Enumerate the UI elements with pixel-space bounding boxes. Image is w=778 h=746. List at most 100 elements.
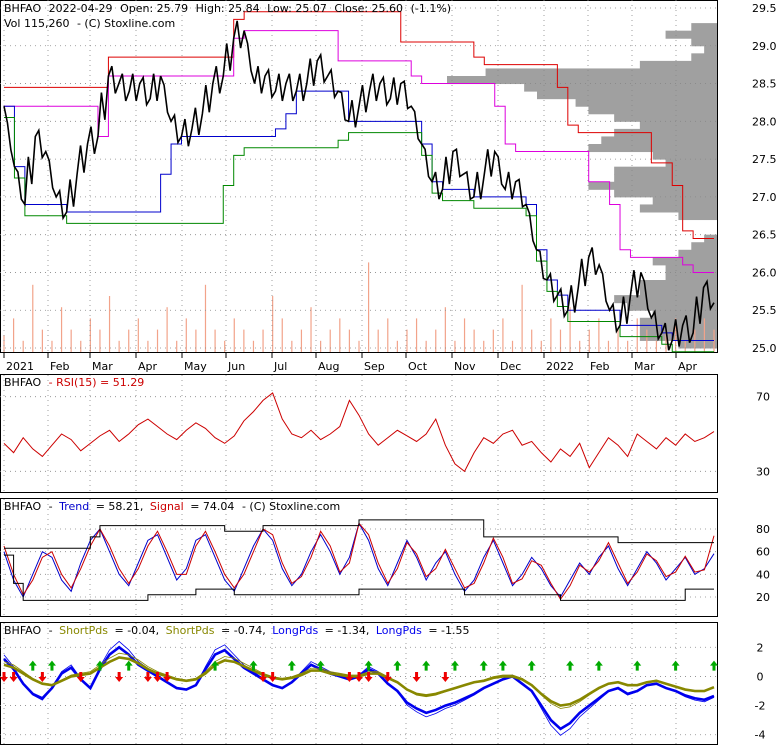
buy-arrow — [671, 660, 680, 671]
trend-y-tick-label: 60 — [756, 546, 770, 559]
buy-arrow — [710, 660, 718, 671]
volume-bar — [156, 329, 159, 352]
volume-bar — [108, 296, 111, 352]
volume-profile-bar — [575, 98, 717, 107]
sell-arrow — [143, 671, 152, 682]
signal-label: Signal — [150, 500, 184, 513]
volume-bar — [329, 329, 331, 352]
sell-arrow — [76, 671, 85, 682]
volume-bar — [339, 318, 341, 352]
volume-profile-bar — [614, 166, 717, 175]
volume-bar — [444, 307, 446, 352]
volume-bar — [540, 340, 542, 352]
volume-bar — [320, 340, 322, 352]
buy-arrow — [28, 660, 37, 671]
buy-arrow — [249, 660, 258, 671]
buy-arrow — [287, 660, 296, 671]
volume-bar — [569, 307, 571, 352]
x-tick-label: Apr — [138, 360, 158, 373]
sell-arrow — [0, 671, 8, 682]
volume-bar — [655, 340, 658, 352]
volume-bar — [166, 307, 168, 352]
x-tick-label: Feb — [50, 360, 69, 373]
sell-arrow — [38, 671, 47, 682]
volume-bar — [521, 284, 523, 352]
volume-bar — [176, 340, 178, 352]
price-low: Low: 25.07 — [267, 2, 327, 15]
x-tick-label: 2022 — [546, 360, 574, 373]
pds-symbol: BHFAO — [4, 624, 41, 637]
trend-panel-frame — [0, 498, 718, 617]
trend-symbol: BHFAO — [4, 500, 41, 513]
trend-lower-envelope — [4, 554, 714, 601]
rsi-panel: 70 30 — [0, 375, 770, 492]
sell-arrow — [163, 671, 172, 682]
volume-bar — [531, 329, 533, 352]
volume-bar — [435, 329, 437, 352]
volume-profile-bar — [588, 181, 717, 190]
pds-y-tick-label: -4 — [755, 729, 766, 742]
x-tick-label: Apr — [678, 360, 698, 373]
volume-bar — [128, 329, 130, 352]
volume-profile-bar — [691, 23, 717, 32]
volume-profile-bar — [678, 212, 717, 221]
volume-bar — [396, 340, 398, 352]
volume-bar — [348, 329, 351, 352]
volume-bar — [473, 329, 475, 352]
volume-bar — [272, 296, 274, 352]
price-panel: 29.5 29.0 28.5 28.0 27.5 27.0 26.5 26.0 25.5 25.0… — [0, 0, 777, 373]
volume-profile-bar — [691, 38, 717, 47]
sell-arrow — [345, 671, 354, 682]
volume-profile-bar — [614, 189, 717, 198]
x-tick-label: Jun — [227, 360, 245, 373]
sell-arrow — [412, 671, 421, 682]
volume-bar — [262, 329, 264, 352]
rsi-y-tick-label: 30 — [756, 465, 770, 478]
x-tick-label: Jul — [273, 360, 287, 373]
buy-arrow — [594, 660, 603, 671]
rsi-panel-frame — [0, 374, 718, 493]
volume-profile-bar — [614, 128, 717, 137]
volume-profile-bar — [524, 83, 717, 92]
trend-label: Trend — [58, 500, 89, 513]
short2-value: = -0.74, — [221, 624, 266, 637]
trend-panel: 80 60 40 20 — [0, 499, 770, 616]
buy-arrow — [422, 660, 431, 671]
volume-profile-bar — [691, 53, 717, 62]
x-tick-label: 2021 — [6, 360, 34, 373]
buy-arrow — [364, 660, 373, 671]
volume-bar — [233, 318, 235, 352]
trend-line — [3, 522, 715, 599]
pds-panel: 2 0 -2 -4 — [0, 623, 765, 744]
volume-bar — [483, 340, 485, 352]
short1-value: = -0.04, — [114, 624, 159, 637]
volume-profile-bar — [614, 174, 717, 183]
volume-bar — [60, 307, 63, 352]
price-close: Close: 25.60 — [334, 2, 403, 15]
volume-bar — [617, 329, 619, 352]
price-y-tick-label: 25.5 — [752, 304, 777, 317]
volume-bar — [415, 318, 418, 352]
volume-bar — [550, 318, 552, 352]
price-source: - (C) Stoxline.com — [77, 17, 175, 30]
sell-arrow — [153, 671, 162, 682]
trend-upper-envelope — [4, 519, 714, 549]
rsi-header: BHFAO - RSI(15) = 51.29 — [4, 376, 144, 389]
volume-bar — [607, 340, 610, 352]
volume-bar — [80, 340, 82, 352]
pds-y-tick-label: 2 — [757, 641, 764, 654]
volume-profile-bar — [665, 272, 717, 281]
x-tick-label: Sep — [364, 360, 385, 373]
price-y-tick-label: 26.0 — [752, 266, 777, 279]
upper-band-red — [4, 11, 714, 239]
volume-bar — [224, 340, 226, 352]
long1-value: = -1.34, — [325, 624, 370, 637]
volume-profile-bar — [678, 340, 717, 349]
buy-arrow — [479, 660, 488, 671]
price-y-tick-label: 29.0 — [752, 40, 777, 53]
sell-arrow — [259, 671, 268, 682]
rsi-label: - RSI(15) = 51.29 — [49, 376, 145, 389]
buy-arrow — [527, 660, 536, 671]
volume-bar — [665, 329, 667, 352]
